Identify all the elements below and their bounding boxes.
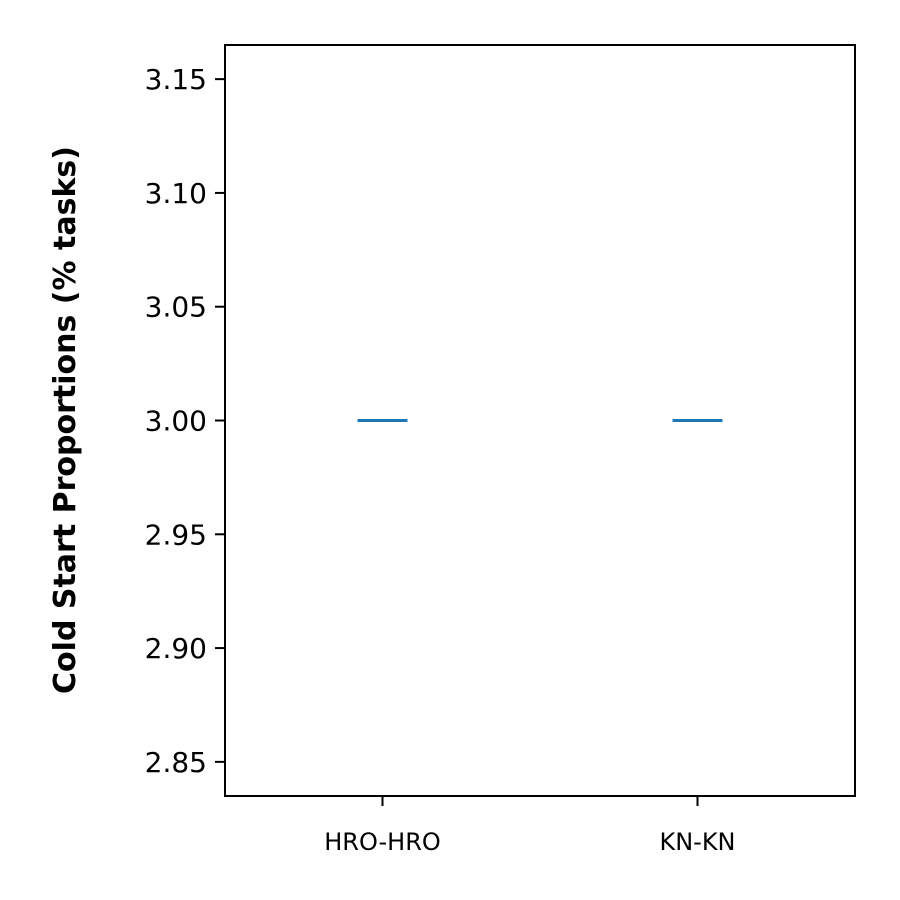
y-axis: 2.85 2.90 2.95 3.00 3.05 3.10 3.15 — [145, 63, 225, 779]
y-tick-label: 3.10 — [145, 177, 207, 210]
y-tick-label: 3.00 — [145, 405, 207, 438]
plot-frame — [224, 44, 856, 797]
y-tick-label: 2.95 — [145, 518, 207, 551]
x-tick-label: KN-KN — [659, 828, 735, 856]
y-axis-label: Cold Start Proportions (% tasks) — [48, 146, 83, 694]
y-tick-label: 2.85 — [145, 746, 207, 779]
y-tick-label: 3.15 — [145, 63, 207, 96]
x-tick-label: HRO-HRO — [324, 828, 441, 856]
x-axis: HRO-HRO KN-KN — [324, 796, 736, 856]
y-tick-label: 3.05 — [145, 291, 207, 324]
y-tick-label: 2.90 — [145, 632, 207, 665]
